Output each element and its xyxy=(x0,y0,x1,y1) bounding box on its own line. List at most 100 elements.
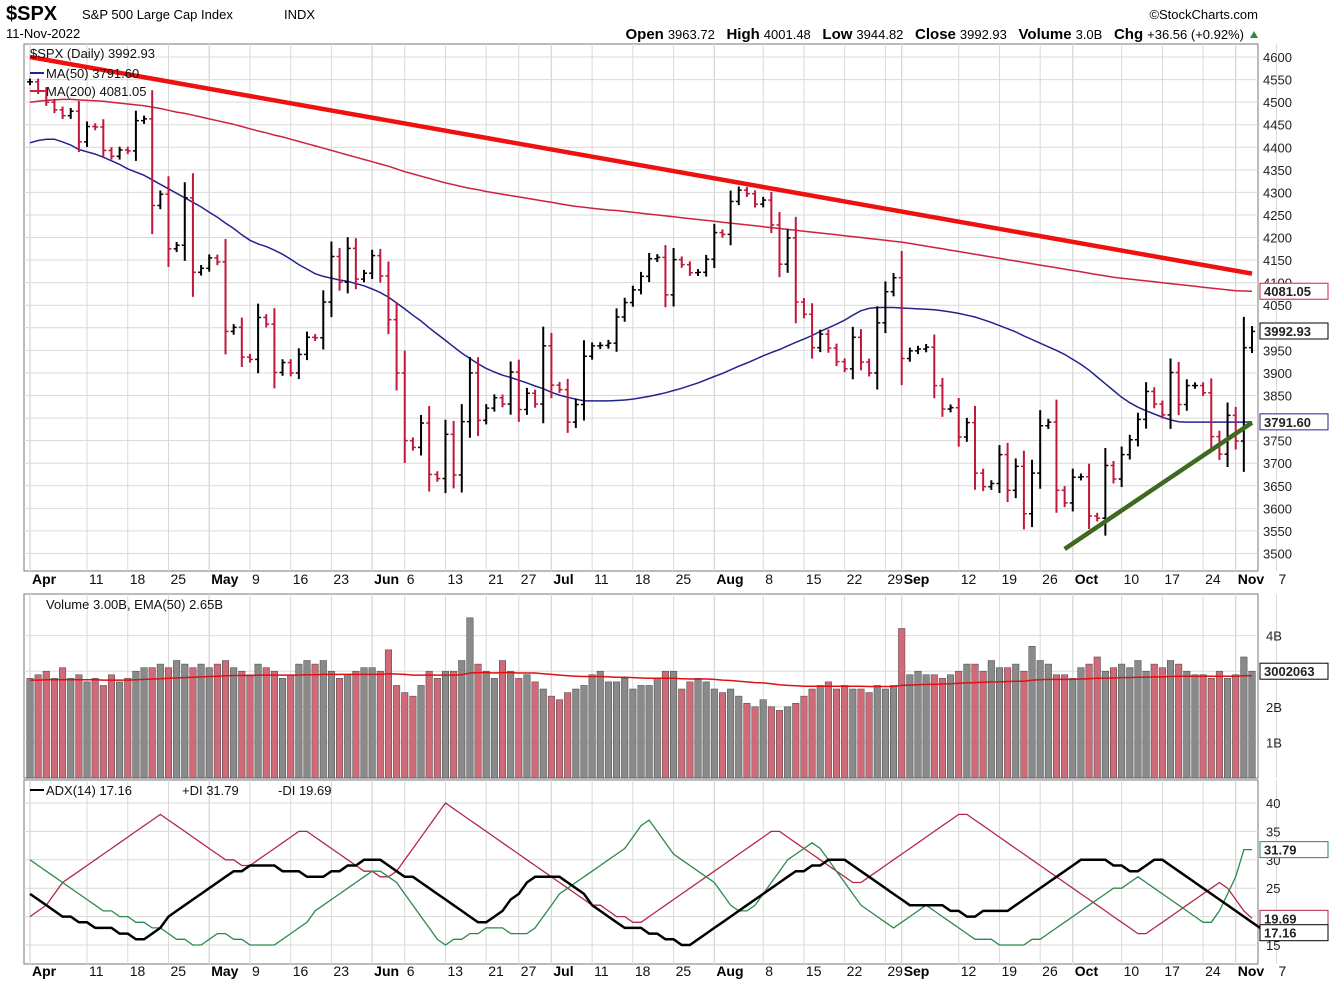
volume-bar xyxy=(34,674,42,779)
last-volume-tag: 3002063 xyxy=(1259,662,1329,680)
adx-legend-label: ADX(14) 17.16 xyxy=(46,783,132,798)
price-panel xyxy=(23,43,1259,572)
x-tick-label: 24 xyxy=(1205,571,1221,587)
volume-bar xyxy=(42,670,50,779)
volume-bar xyxy=(1109,667,1118,779)
volume-bar xyxy=(808,688,816,779)
x-tick-label: Jul xyxy=(553,571,573,587)
volume-bar xyxy=(173,660,181,779)
volume-bar xyxy=(107,674,115,779)
price-bar xyxy=(312,334,319,341)
volume-bar xyxy=(849,688,857,779)
price-bar xyxy=(434,471,441,482)
volume-bar xyxy=(205,667,213,779)
price-bar xyxy=(841,358,848,373)
price-tick-label: 4050 xyxy=(1263,298,1292,313)
volume-bar xyxy=(596,670,604,779)
price-tick-label: 4350 xyxy=(1263,163,1292,178)
price-bar xyxy=(800,298,807,319)
price-bar xyxy=(246,353,253,363)
volume-bar xyxy=(1134,660,1142,779)
volume-bar xyxy=(1101,670,1109,779)
volume-bar xyxy=(784,706,792,779)
x-tick-label: 9 xyxy=(252,571,260,587)
x-tick-label: Nov xyxy=(1238,963,1265,979)
price-bar xyxy=(393,302,400,391)
price-bar xyxy=(230,324,237,335)
price-bar xyxy=(1208,378,1215,452)
price-bar xyxy=(638,271,644,295)
price-bar xyxy=(1249,326,1255,354)
price-bar xyxy=(670,248,677,307)
volume-bar xyxy=(564,692,572,779)
x-tick-label: 19 xyxy=(1001,963,1017,979)
volume-bar xyxy=(1248,670,1256,779)
volume-bar xyxy=(466,617,474,779)
volume-bar xyxy=(164,667,173,779)
x-tick-label: 13 xyxy=(447,963,463,979)
x-tick-label: Aug xyxy=(716,963,743,979)
price-bar xyxy=(784,229,791,273)
price-bar xyxy=(857,329,864,371)
price-bar xyxy=(1183,379,1190,411)
price-bar xyxy=(654,254,661,263)
brand: ©StockCharts.com xyxy=(1149,7,1258,22)
ma50-tag-text: 3791.60 xyxy=(1264,415,1311,430)
price-bar xyxy=(1143,382,1150,429)
price-bar xyxy=(906,347,913,362)
volume-bar xyxy=(979,670,987,779)
x-tick-label: 16 xyxy=(293,571,309,587)
volume-ema-line xyxy=(30,671,1252,688)
adx-tick-label: 35 xyxy=(1266,824,1280,839)
price-bar xyxy=(882,281,889,334)
price-bar xyxy=(450,420,457,489)
volume-bar xyxy=(539,688,547,779)
volume-bar xyxy=(890,685,898,779)
volume-bar xyxy=(279,678,287,779)
x-tick-label: 6 xyxy=(407,963,415,979)
volume-bar xyxy=(303,660,311,779)
price-bar xyxy=(1045,418,1052,429)
price-bar xyxy=(418,414,425,456)
volume-legend: Volume 3.00B, EMA(50) 2.65B xyxy=(46,597,223,612)
price-bar xyxy=(963,417,970,442)
price-bar xyxy=(507,361,514,415)
price-bar xyxy=(295,348,302,380)
price-bar xyxy=(271,308,278,389)
x-tick-label: 11 xyxy=(89,963,104,979)
x-tick-label: 25 xyxy=(676,963,692,979)
x-tick-label: 15 xyxy=(806,571,822,587)
price-bar xyxy=(499,394,506,408)
x-tick-label: 10 xyxy=(1124,571,1140,587)
price-bar xyxy=(75,101,82,152)
x-tick-label: Jun xyxy=(374,963,399,979)
price-bar xyxy=(1151,387,1158,409)
price-tick-label: 4500 xyxy=(1263,95,1292,110)
ma50-line xyxy=(29,138,1253,423)
volume-bar xyxy=(1158,667,1166,779)
price-bar xyxy=(662,245,669,308)
x-tick-label: 21 xyxy=(488,963,504,979)
price-bar xyxy=(352,238,359,290)
x-tick-label: Sep xyxy=(904,963,930,979)
price-bar xyxy=(711,223,718,268)
price-bar xyxy=(222,238,229,355)
volume-bar xyxy=(140,667,148,779)
volume-bar xyxy=(401,692,409,779)
price-bar xyxy=(377,248,384,283)
volume-bar xyxy=(1052,674,1060,779)
price-bar xyxy=(931,334,938,399)
up-triangle-icon xyxy=(1250,31,1258,38)
price-tick-label: 3650 xyxy=(1263,479,1292,494)
price-tick-label: 3500 xyxy=(1263,546,1292,561)
volume-bar xyxy=(1093,656,1101,779)
price-tick-label: 4250 xyxy=(1263,208,1292,223)
volume-bar xyxy=(702,681,710,779)
x-tick-label: 8 xyxy=(765,963,773,979)
volume-bar xyxy=(319,660,327,779)
volume-bar xyxy=(938,678,946,779)
x-tick-label: 29 xyxy=(887,571,903,587)
last-price-tag-text: 3992.93 xyxy=(1264,324,1311,339)
x-tick-label: Oct xyxy=(1075,571,1099,587)
